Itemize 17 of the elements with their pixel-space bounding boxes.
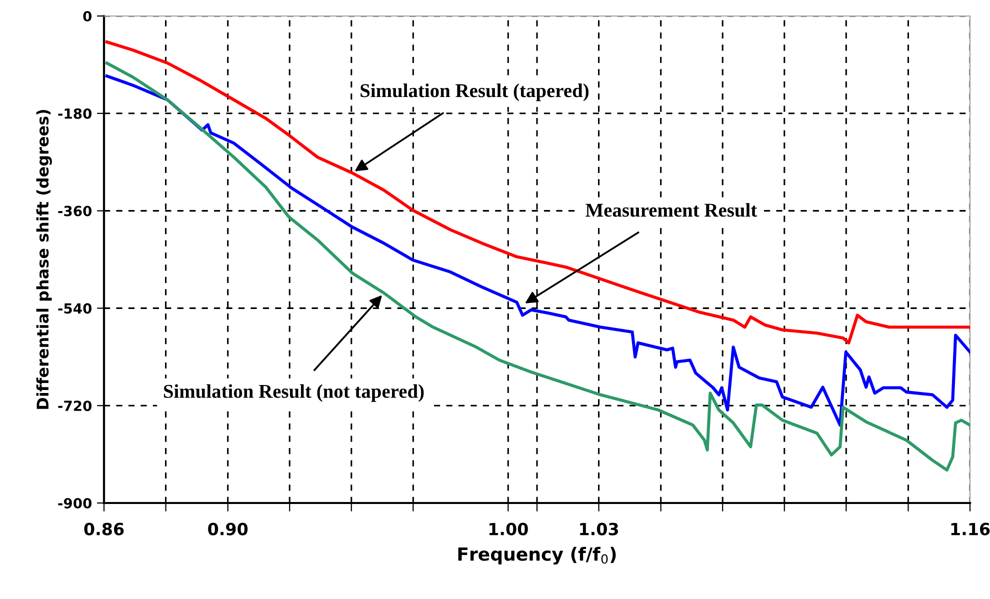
x-tick-label: 1.16 <box>951 522 990 536</box>
y-axis-title: Differential phase shift (degrees) <box>36 110 52 409</box>
y-tick-label: -360 <box>58 206 92 216</box>
x-axis-title: Frequency (f/f$_{0}$) <box>458 546 616 565</box>
annotation: Simulation Result (tapered) <box>360 84 588 102</box>
y-tick-label: 0 <box>83 10 92 22</box>
y-tick-label: -720 <box>58 400 92 412</box>
annotation: Measurement Result <box>586 203 758 217</box>
x-tick-label: 1.00 <box>489 522 528 536</box>
x-tick-label: 0.90 <box>208 522 248 536</box>
x-tick-label: 0.86 <box>84 522 124 536</box>
annotation: Simulation Result (not tapered) <box>164 384 424 402</box>
y-tick-label: -540 <box>58 303 92 314</box>
y-tick-label: -900 <box>58 498 92 508</box>
y-tick-label: -180 <box>58 108 92 119</box>
x-tick-label: 1.03 <box>580 522 618 536</box>
line-series <box>105 40 970 344</box>
